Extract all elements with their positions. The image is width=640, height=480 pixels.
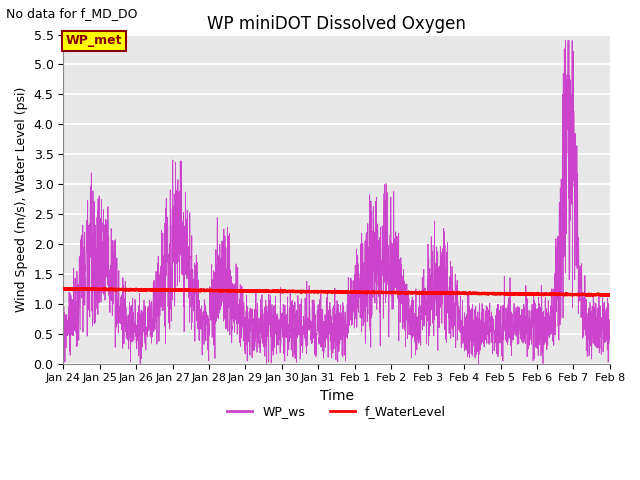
Line: WP_ws: WP_ws (63, 40, 610, 363)
Title: WP miniDOT Dissolved Oxygen: WP miniDOT Dissolved Oxygen (207, 15, 466, 33)
f_WaterLevel (293, 288, 301, 294)
f_WaterLevel (595, 292, 603, 298)
f_WaterLevel (604, 293, 611, 299)
X-axis label: Time: Time (319, 389, 353, 403)
Text: WP_met: WP_met (66, 35, 122, 48)
Text: No data for f_MD_DO: No data for f_MD_DO (6, 7, 138, 20)
WP_ws (536, 336, 544, 341)
WP_ws (596, 333, 604, 338)
WP_ws (269, 323, 276, 329)
f_WaterLevel (606, 292, 614, 298)
Legend: WP_ws, f_WaterLevel: WP_ws, f_WaterLevel (222, 400, 451, 423)
f_WaterLevel (67, 286, 74, 291)
WP_ws (562, 37, 570, 43)
WP_ws (292, 360, 300, 365)
f_WaterLevel (269, 288, 277, 294)
WP_ws (154, 314, 162, 320)
WP_ws (475, 360, 483, 366)
f_WaterLevel (60, 286, 67, 292)
f_WaterLevel (536, 291, 544, 297)
WP_ws (122, 312, 129, 318)
WP_ws (606, 341, 614, 347)
Line: f_WaterLevel: f_WaterLevel (63, 288, 610, 296)
f_WaterLevel (122, 287, 130, 292)
WP_ws (60, 325, 67, 331)
f_WaterLevel (154, 288, 162, 293)
Y-axis label: Wind Speed (m/s), Water Level (psi): Wind Speed (m/s), Water Level (psi) (15, 86, 28, 312)
